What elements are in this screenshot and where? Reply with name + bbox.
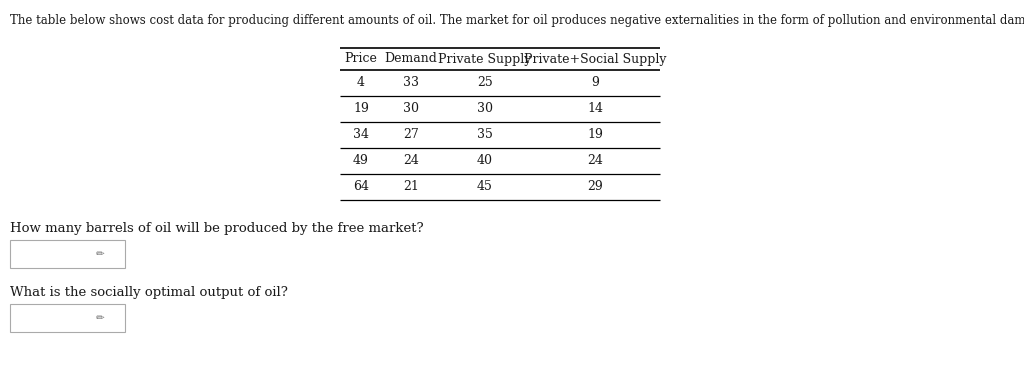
Text: 21: 21 <box>403 181 419 193</box>
Text: 45: 45 <box>477 181 493 193</box>
Text: 49: 49 <box>353 154 369 167</box>
Bar <box>10 240 125 268</box>
Text: How many barrels of oil will be produced by the free market?: How many barrels of oil will be produced… <box>10 222 424 235</box>
Text: The table below shows cost data for producing different amounts of oil. The mark: The table below shows cost data for prod… <box>10 14 1024 27</box>
Text: 33: 33 <box>403 76 419 89</box>
Text: 27: 27 <box>403 128 419 142</box>
Text: 34: 34 <box>353 128 369 142</box>
Text: 4: 4 <box>357 76 365 89</box>
Text: Price: Price <box>344 53 378 66</box>
Text: 19: 19 <box>353 103 369 115</box>
Bar <box>10 304 125 332</box>
Text: ✏: ✏ <box>95 313 104 323</box>
Text: 30: 30 <box>403 103 419 115</box>
Text: Private+Social Supply: Private+Social Supply <box>523 53 667 66</box>
Text: Private Supply: Private Supply <box>438 53 531 66</box>
Text: 29: 29 <box>587 181 603 193</box>
Text: 25: 25 <box>477 76 493 89</box>
Text: 30: 30 <box>477 103 493 115</box>
Text: What is the socially optimal output of oil?: What is the socially optimal output of o… <box>10 286 288 299</box>
Text: ✏: ✏ <box>95 249 104 259</box>
Text: 24: 24 <box>587 154 603 167</box>
Text: 35: 35 <box>477 128 493 142</box>
Text: 40: 40 <box>477 154 493 167</box>
Text: 19: 19 <box>587 128 603 142</box>
Text: 9: 9 <box>591 76 599 89</box>
Text: Demand: Demand <box>385 53 437 66</box>
Text: 64: 64 <box>353 181 369 193</box>
Text: 24: 24 <box>403 154 419 167</box>
Text: 14: 14 <box>587 103 603 115</box>
